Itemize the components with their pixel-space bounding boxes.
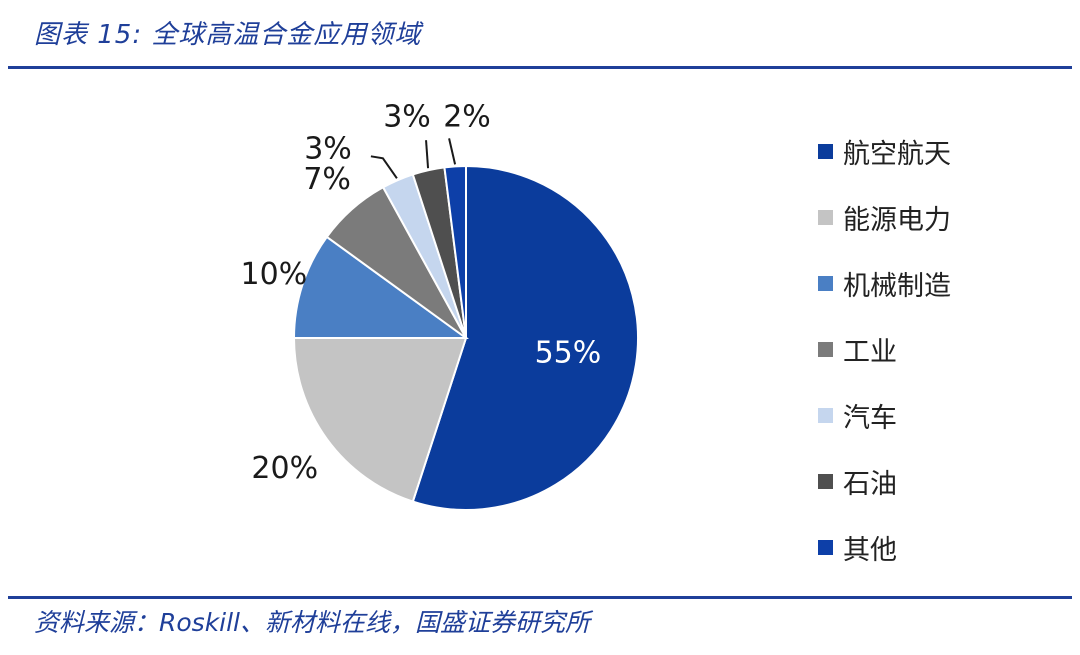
legend-swatch [818, 143, 833, 159]
legend-item: 航空航天 [818, 118, 951, 184]
legend-swatch [818, 539, 833, 555]
chart-title: 图表 15: 全球高温合金应用领域 [34, 20, 422, 50]
data-label: 2% [443, 100, 491, 135]
legend-label: 汽车 [843, 402, 897, 434]
legend-item: 石油 [818, 448, 951, 514]
pie-slice [411, 164, 640, 511]
leader-line [425, 140, 430, 169]
legend-item: 工业 [818, 316, 951, 382]
pie-slice [292, 235, 470, 339]
data-label: 3% [304, 132, 352, 167]
leader-line [448, 138, 457, 165]
legend-item: 其他 [818, 514, 951, 580]
source-divider [8, 596, 1072, 599]
legend-swatch [818, 209, 833, 225]
pie-slice [292, 337, 468, 503]
pie-slice [443, 164, 467, 339]
legend-item: 汽车 [818, 382, 951, 448]
data-label: 55% [535, 336, 602, 371]
legend-swatch [818, 341, 833, 357]
legend-swatch [818, 473, 833, 489]
legend-label: 机械制造 [843, 270, 951, 302]
source-note: 资料来源：Roskill、新材料在线，国盛证券研究所 [34, 608, 591, 637]
leader-line [370, 155, 398, 179]
legend-item: 能源电力 [818, 184, 951, 250]
legend-swatch [818, 407, 833, 423]
legend-label: 其他 [843, 534, 897, 566]
legend-label: 能源电力 [843, 204, 951, 236]
legend-label: 工业 [843, 336, 897, 368]
title-divider [8, 66, 1072, 69]
legend-item: 机械制造 [818, 250, 951, 316]
data-label: 7% [303, 162, 351, 197]
legend-label: 石油 [843, 468, 897, 500]
legend: 航空航天 能源电力 机械制造 工业 汽车 石油 其他 [818, 118, 951, 580]
legend-swatch [818, 275, 833, 291]
legend-label: 航空航天 [843, 138, 951, 170]
data-label: 3% [383, 100, 431, 135]
data-label: 10% [241, 257, 308, 292]
data-label: 20% [251, 451, 318, 486]
pie-chart: 55%20%10%7%3%3% 2% [241, 100, 640, 511]
